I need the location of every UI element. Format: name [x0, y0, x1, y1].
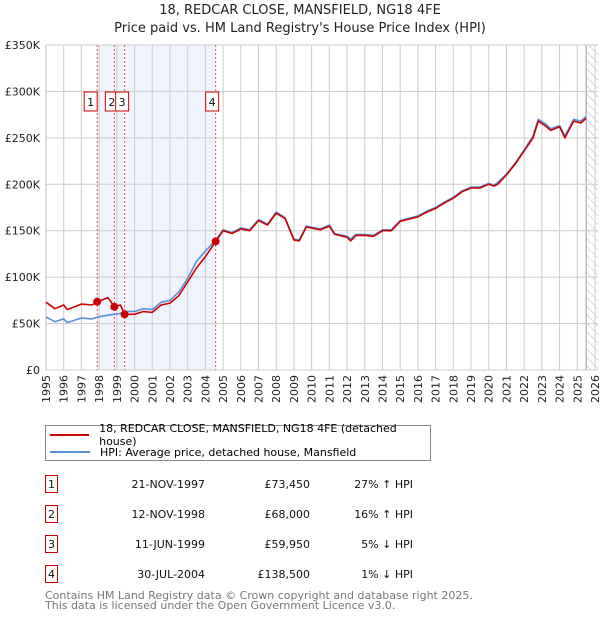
transaction-row: 2 12-NOV-1998 £68,000 16% ↑ HPI: [45, 505, 445, 525]
x-tick-label: 2011: [323, 375, 336, 403]
x-tick-label: 1996: [58, 375, 71, 403]
x-tick-label: 2006: [235, 375, 248, 403]
chart-title: 18, REDCAR CLOSE, MANSFIELD, NG18 4FE: [159, 3, 441, 18]
x-tick-label: 2010: [306, 375, 319, 403]
sale-marker-label: 3: [119, 96, 126, 109]
footer-copyright: Contains HM Land Registry data © Crown c…: [45, 589, 473, 602]
legend-swatch-hpi: [50, 451, 90, 453]
transaction-row: 3 11-JUN-1999 £59,950 5% ↓ HPI: [45, 535, 445, 555]
y-tick-label: £250K: [5, 132, 41, 145]
transaction-date: 12-NOV-1998: [131, 508, 205, 521]
sale-marker-box: [83, 91, 98, 112]
x-tick-label: 1997: [75, 375, 88, 403]
transaction-hpi-delta: 27% ↑ HPI: [354, 478, 413, 491]
x-tick-label: 2008: [270, 375, 283, 403]
x-tick-label: 2002: [164, 375, 177, 403]
x-tick-label: 1998: [93, 375, 106, 403]
y-tick-label: £200K: [5, 178, 41, 191]
x-tick-label: 2024: [554, 375, 567, 403]
x-tick-label: 1995: [40, 375, 53, 403]
transaction-marker: 2: [45, 505, 58, 523]
x-tick-label: 2009: [288, 375, 301, 403]
chart-subtitle: Price paid vs. HM Land Registry's House …: [114, 21, 486, 36]
transaction-hpi-delta: 1% ↓ HPI: [361, 568, 413, 581]
transaction-date: 21-NOV-1997: [131, 478, 205, 491]
legend-item-property: 18, REDCAR CLOSE, MANSFIELD, NG18 4FE (d…: [50, 422, 430, 448]
x-tick-label: 2014: [376, 375, 389, 403]
x-tick-label: 2004: [199, 375, 212, 403]
x-tick-label: 2022: [518, 375, 531, 403]
x-tick-label: 2021: [500, 375, 513, 403]
transaction-hpi-delta: 16% ↑ HPI: [354, 508, 413, 521]
forecast-hatch-region: [586, 45, 598, 370]
x-tick-label: 2013: [359, 375, 372, 403]
x-tick-label: 2015: [394, 375, 407, 403]
x-tick-label: 2026: [589, 375, 600, 403]
y-tick-label: £150K: [5, 225, 41, 238]
x-tick-label: 2007: [253, 375, 266, 403]
x-tick-label: 2018: [447, 375, 460, 403]
x-tick-label: 2016: [412, 375, 425, 403]
x-tick-label: 2001: [146, 375, 159, 403]
y-tick-label: £100K: [5, 271, 41, 284]
x-tick-label: 2023: [536, 375, 549, 403]
transaction-hpi-delta: 5% ↓ HPI: [361, 538, 413, 551]
x-tick-label: 2025: [571, 375, 584, 403]
sale-marker-label: 4: [209, 96, 216, 109]
transaction-marker: 3: [45, 535, 58, 553]
sale-marker-label: 1: [87, 96, 94, 109]
sale-marker-box: [205, 91, 220, 112]
transaction-price: £68,000: [264, 508, 311, 521]
transaction-row: 4 30-JUL-2004 £138,500 1% ↓ HPI: [45, 565, 445, 585]
y-tick-label: £350K: [5, 39, 41, 52]
transaction-date: 11-JUN-1999: [134, 538, 205, 551]
sale-point: [211, 237, 220, 246]
sale-point: [110, 302, 119, 311]
legend: 18, REDCAR CLOSE, MANSFIELD, NG18 4FE (d…: [45, 422, 431, 461]
property-series-line: [45, 117, 587, 316]
legend-swatch-property: [50, 434, 90, 436]
transaction-marker: 1: [45, 475, 58, 493]
x-tick-label: 2003: [182, 375, 195, 403]
line-chart: 1995 1996 1997 1998 1999 2000 2001 2002 2003 2004…: [5, 39, 600, 403]
x-tick-label: 2005: [217, 375, 230, 403]
sale-marker-box: [115, 91, 130, 112]
legend-item-hpi: HPI: Average price, detached house, Mans…: [50, 444, 356, 460]
legend-label-hpi: HPI: Average price, detached house, Mans…: [100, 445, 357, 459]
y-tick-label: £50K: [12, 318, 41, 331]
legend-label-property: 18, REDCAR CLOSE, MANSFIELD, NG18 4FE (d…: [99, 422, 397, 448]
x-tick-label: 2019: [465, 375, 478, 403]
transaction-price: £59,950: [264, 538, 311, 551]
y-tick-label: £0: [26, 364, 40, 377]
x-tick-label: 2020: [483, 375, 496, 403]
sale-marker-label: 2: [108, 96, 115, 109]
y-tick-label: £300K: [5, 85, 41, 98]
transaction-marker: 4: [45, 565, 58, 583]
sale-point: [93, 297, 102, 306]
x-tick-label: 1999: [111, 375, 124, 403]
transaction-row: 1 21-NOV-1997 £73,450 27% ↑ HPI: [45, 475, 445, 495]
transaction-date: 30-JUL-2004: [137, 568, 205, 581]
transaction-price: £138,500: [257, 568, 311, 581]
x-tick-label: 2000: [129, 375, 142, 403]
x-tick-label: 2012: [341, 375, 354, 403]
x-tick-label: 2017: [430, 375, 443, 403]
footer-licence: This data is licensed under the Open Gov…: [45, 599, 396, 612]
sale-point: [120, 310, 129, 319]
transaction-price: £73,450: [264, 478, 311, 491]
